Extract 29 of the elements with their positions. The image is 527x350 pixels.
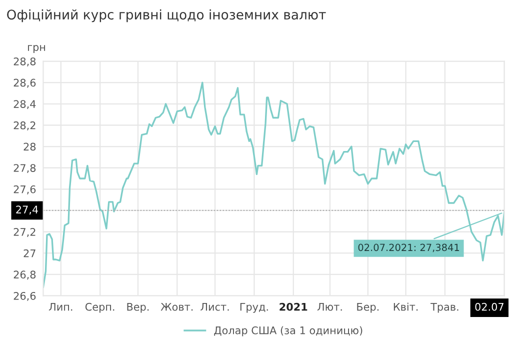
y-tick-label: 27 bbox=[24, 249, 36, 258]
y-tick-label: 28,2 bbox=[14, 121, 36, 130]
y-tick-label: 28,6 bbox=[14, 78, 36, 88]
line-series bbox=[43, 82, 504, 288]
y-tick-label: 27,8 bbox=[14, 164, 36, 174]
x-tick-label: Лют. bbox=[317, 303, 342, 311]
legend-label: Долар США (за 1 одиницю) bbox=[214, 326, 362, 336]
x-tick-label: Квіт. bbox=[394, 302, 418, 311]
x-tick-label: Серп. bbox=[85, 302, 114, 313]
x-tick-label: Трав. bbox=[430, 303, 458, 313]
x-tick-label: 02.07 bbox=[475, 302, 504, 311]
y-tick-label: 26,6 bbox=[14, 292, 36, 301]
y-axis-title: грн bbox=[28, 45, 46, 54]
x-tick-label: Груд. bbox=[240, 303, 268, 313]
y-tick-label: 28,8 bbox=[14, 57, 36, 66]
y-tick-label: 27,2 bbox=[14, 228, 36, 237]
x-tick-label: Лист. bbox=[200, 303, 229, 311]
x-tick-label: Лип. bbox=[48, 303, 72, 311]
x-tick-label: Жовт. bbox=[160, 303, 193, 311]
y-tick-label: 28 bbox=[24, 142, 36, 151]
x-tick-label: Бер. bbox=[357, 303, 379, 313]
y-tick-label: 27,6 bbox=[14, 185, 36, 194]
annotation: 02.07.2021: 27,3841 bbox=[358, 244, 459, 252]
chart-title: Офіційний курс гривні щодо іноземних валют bbox=[7, 9, 326, 22]
y-tick-label: 28,4 bbox=[14, 100, 36, 110]
y-tick-label: 26,8 bbox=[14, 270, 36, 280]
x-tick-label: 2021 bbox=[280, 302, 308, 311]
ref-line-label: 27,4 bbox=[16, 206, 38, 215]
x-tick-label: Вер. bbox=[127, 303, 149, 313]
